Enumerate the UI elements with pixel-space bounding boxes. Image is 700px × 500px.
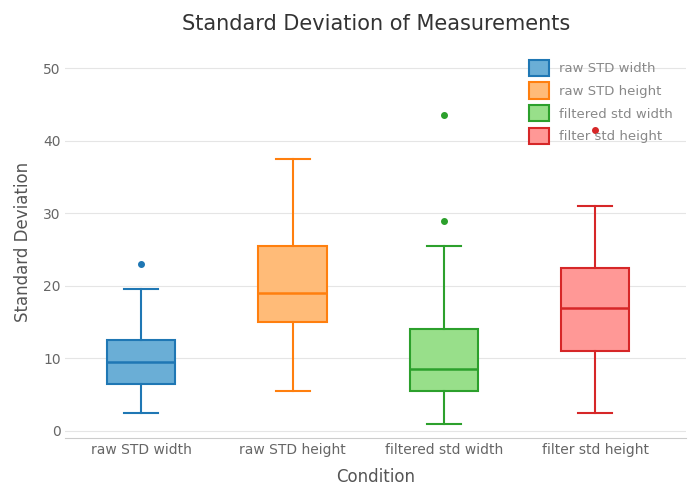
Legend: raw STD width, raw STD height, filtered std width, filter std height: raw STD width, raw STD height, filtered … bbox=[522, 53, 680, 150]
Y-axis label: Standard Deviation: Standard Deviation bbox=[14, 162, 32, 322]
PathPatch shape bbox=[107, 340, 175, 384]
PathPatch shape bbox=[410, 330, 478, 391]
Title: Standard Deviation of Measurements: Standard Deviation of Measurements bbox=[182, 14, 570, 34]
PathPatch shape bbox=[561, 268, 629, 351]
X-axis label: Condition: Condition bbox=[336, 468, 415, 486]
PathPatch shape bbox=[258, 246, 327, 322]
